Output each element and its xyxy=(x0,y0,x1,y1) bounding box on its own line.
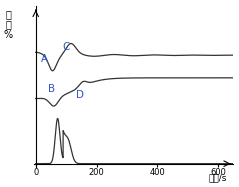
Text: D: D xyxy=(76,90,84,100)
Text: A: A xyxy=(41,54,48,64)
Text: 浓
度
%: 浓 度 % xyxy=(4,9,13,40)
Text: B: B xyxy=(48,84,55,94)
X-axis label: 时间/s: 时间/s xyxy=(208,173,227,182)
Text: C: C xyxy=(62,42,70,52)
